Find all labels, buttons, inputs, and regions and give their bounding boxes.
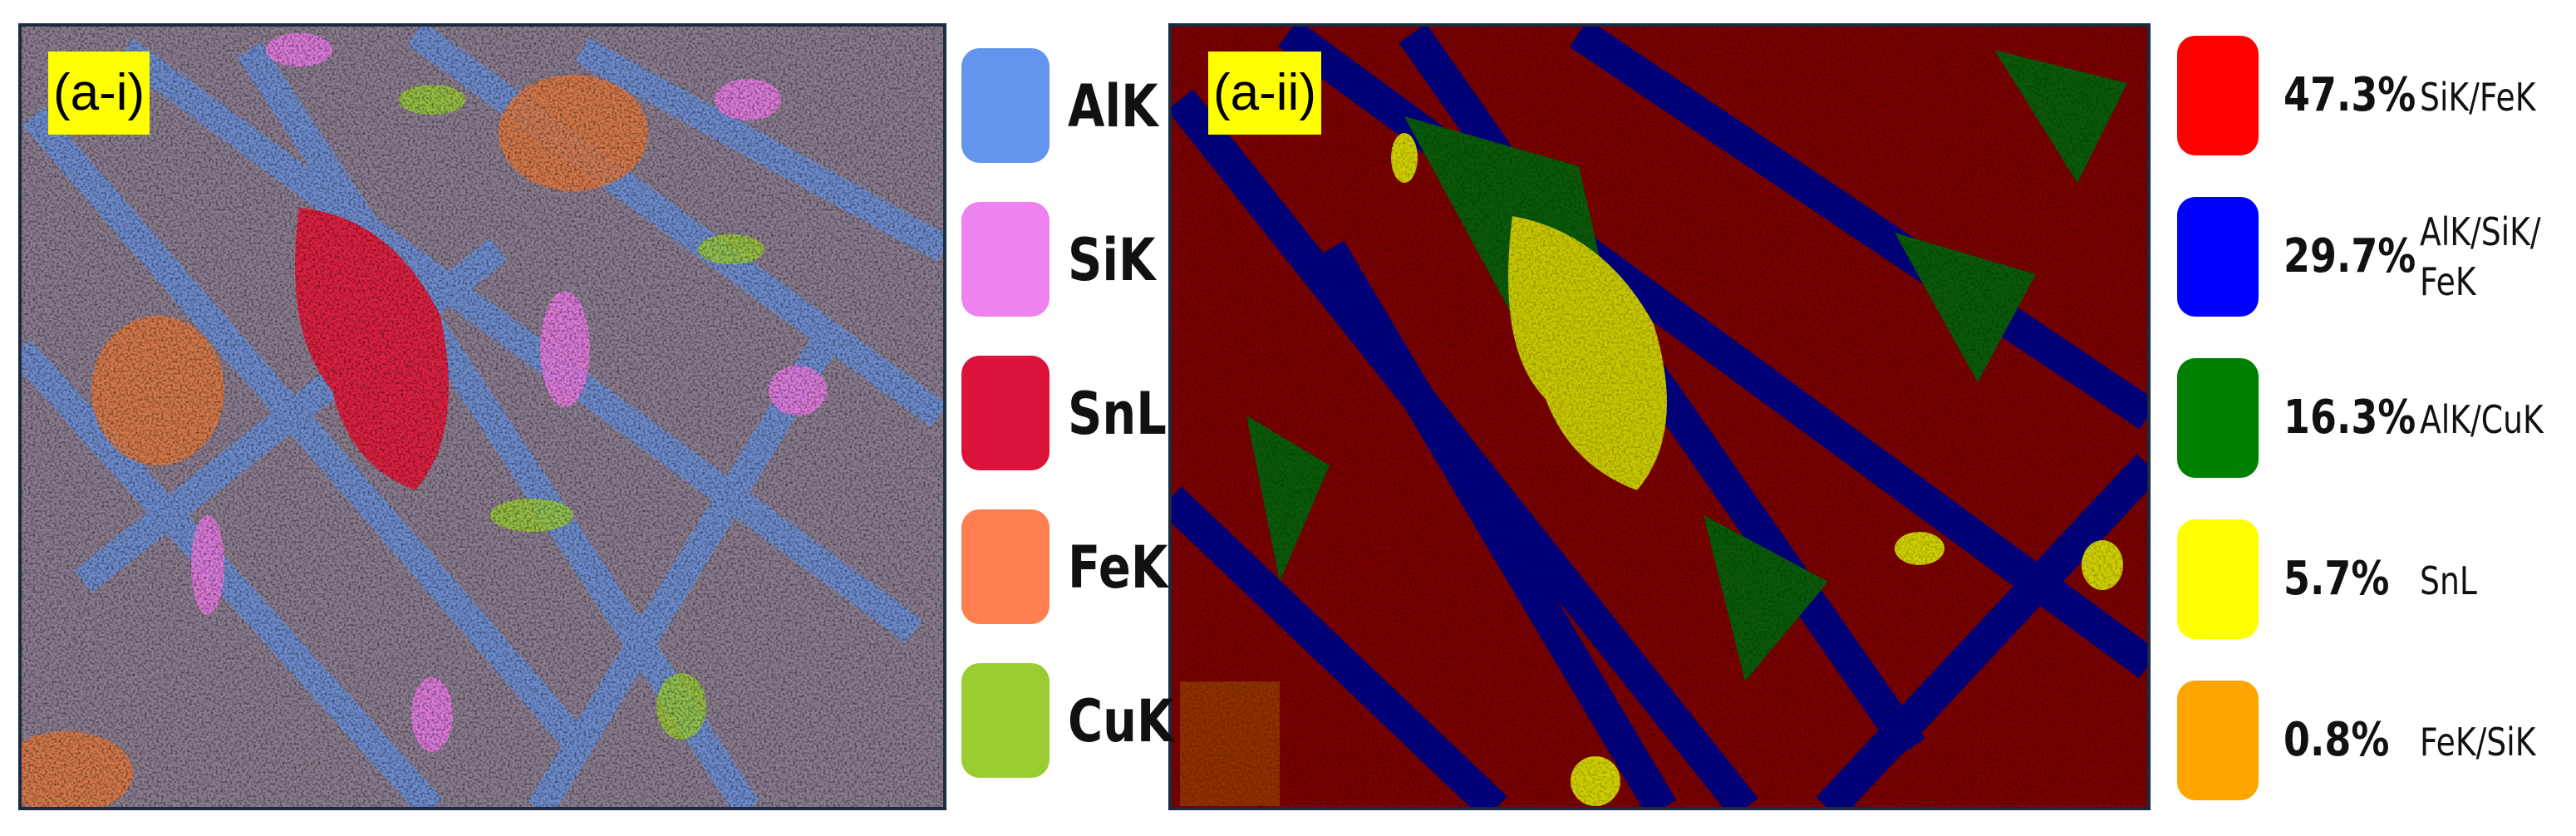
legend-percent: 0.8% [2283,713,2390,767]
eds-map-elements [20,25,945,809]
legend-label: AlK [1068,72,1158,140]
legend-swatch [961,356,1050,470]
legend-label: SiK/FeK [2420,75,2536,120]
legend-label: FeK/SiK [2420,720,2536,765]
legend-swatch [2177,519,2259,639]
legend-swatch [961,509,1050,624]
legend-label: SiK [1068,226,1156,294]
panel-border [1168,23,2151,810]
panel-label: (a-i) [48,52,150,135]
legend-swatch [2177,197,2259,317]
legend-swatch [2177,681,2259,800]
legend-label: AlK/CuK [2420,397,2544,442]
legend-swatch [961,48,1050,163]
panel-border [18,23,946,810]
legend-swatch [2177,358,2259,478]
legend-percent: 5.7% [2283,552,2390,606]
eds-map-phases [1170,25,2149,809]
legend-swatch [2177,36,2259,155]
legend-label: AlK/SiK/ FeK [2420,209,2541,304]
legend-percent: 29.7% [2283,229,2416,283]
legend-swatch [961,663,1050,778]
panel-label: (a-ii) [1208,52,1321,135]
legend-percent: 47.3% [2283,68,2416,122]
legend-label: SnL [1068,380,1167,448]
legend-label: SnL [2420,558,2477,603]
legend-label: CuK [1068,687,1174,755]
legend-label: FeK [1068,534,1168,602]
legend-percent: 16.3% [2283,391,2416,445]
legend-swatch [961,202,1050,317]
